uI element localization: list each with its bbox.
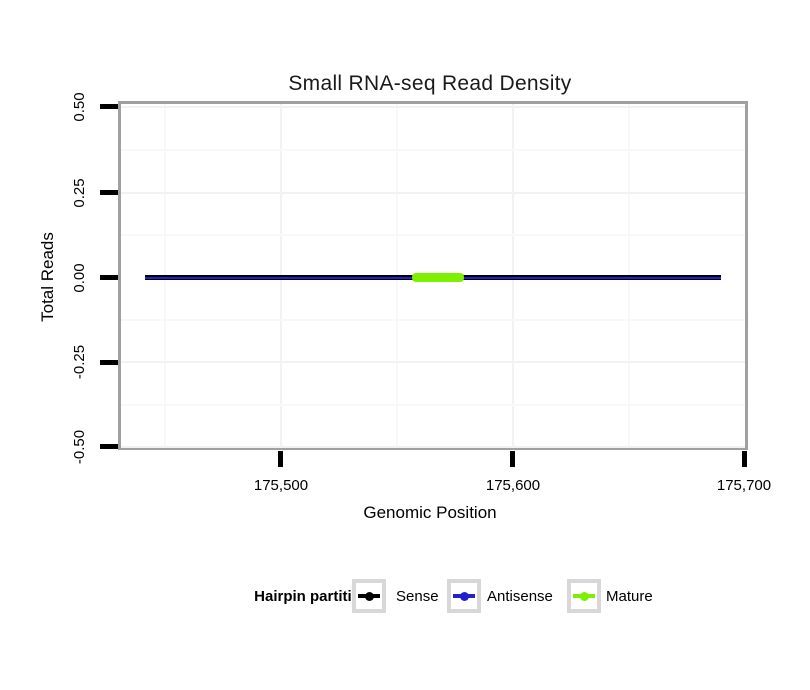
y-tick [100, 104, 118, 109]
gridline-minor-horizontal [121, 319, 745, 321]
mature-segment [412, 273, 464, 282]
x-axis-title: Genomic Position [363, 503, 497, 522]
gridline-minor-horizontal [121, 404, 745, 406]
gridline-major-horizontal [121, 446, 745, 448]
gridline-major-horizontal [121, 192, 745, 194]
gridline-minor-horizontal [121, 234, 745, 236]
y-axis-title: Total Reads [38, 232, 57, 322]
x-tick-label: 175,600 [485, 477, 541, 494]
x-tick [510, 451, 515, 467]
y-tick-label: 0.00 [71, 263, 88, 293]
legend-key-antisense [447, 579, 481, 613]
y-tick [100, 360, 118, 365]
gridline-major-horizontal [121, 106, 745, 108]
chart-title: Small RNA-seq Read Density [288, 72, 572, 95]
x-tick [742, 451, 747, 467]
plot-panel [118, 101, 748, 450]
legend-title: Hairpin partition [254, 588, 370, 605]
y-tick [100, 444, 118, 449]
y-tick-label: 0.25 [71, 178, 88, 208]
legend-label-sense: Sense [396, 588, 439, 605]
y-tick-label: -0.25 [71, 344, 88, 380]
antisense-point-icon [459, 591, 469, 601]
gridline-minor-horizontal [121, 149, 745, 151]
sense-point-icon [364, 591, 374, 601]
gridline-major-horizontal [121, 361, 745, 363]
y-tick [100, 190, 118, 195]
legend-key-sense [352, 579, 386, 613]
mature-point-icon [579, 591, 589, 601]
legend-label-antisense: Antisense [487, 588, 553, 605]
x-tick [278, 451, 283, 467]
y-tick-label: 0.50 [71, 92, 88, 122]
x-tick-label: 175,500 [253, 477, 309, 494]
y-tick-label: -0.50 [71, 429, 88, 465]
x-tick-label: 175,700 [716, 477, 772, 494]
legend-key-mature [567, 579, 601, 613]
legend-label-mature: Mature [606, 588, 653, 605]
y-tick [100, 275, 118, 280]
